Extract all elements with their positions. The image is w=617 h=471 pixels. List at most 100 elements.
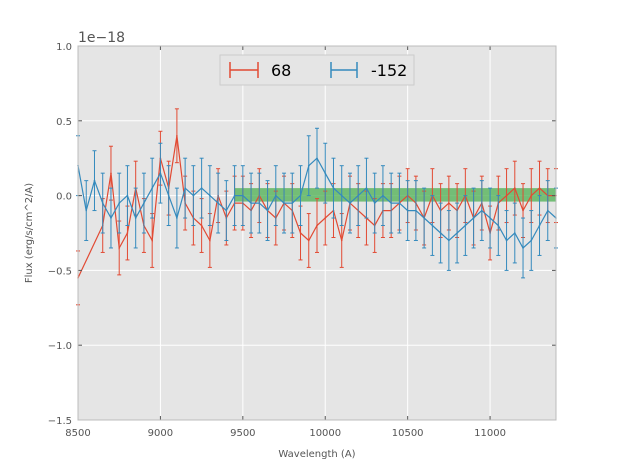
data-point bbox=[513, 187, 516, 189]
y-axis-label: Flux (erg/s/cm^2/A) bbox=[24, 183, 35, 283]
y-tick-label: 1.0 bbox=[56, 42, 72, 53]
offset-label: 1e−18 bbox=[78, 30, 125, 46]
data-point bbox=[217, 202, 219, 204]
band-layer bbox=[234, 188, 556, 202]
x-tick-label: 9500 bbox=[230, 428, 255, 439]
data-point bbox=[159, 172, 162, 174]
data-point bbox=[93, 179, 96, 182]
legend-item-series-1: 68 bbox=[229, 61, 291, 80]
legend-item-series-2: -152 bbox=[330, 61, 407, 80]
data-point bbox=[200, 187, 203, 189]
data-point bbox=[200, 224, 203, 227]
data-point bbox=[307, 164, 310, 167]
axes-layer: 8500 9000 9500 10000 10500 11000 1.0 0.5 0.0 −0.5… bbox=[48, 42, 557, 439]
data-point bbox=[110, 172, 112, 174]
data-point bbox=[530, 239, 533, 242]
legend: 68 -152 bbox=[219, 54, 415, 86]
data-point bbox=[126, 194, 129, 197]
data-point bbox=[266, 209, 269, 212]
data-point bbox=[233, 194, 236, 197]
y-tick-label: −0.5 bbox=[48, 266, 72, 277]
x-tick-label: 9000 bbox=[148, 428, 173, 439]
data-point bbox=[505, 239, 508, 242]
data-point bbox=[472, 217, 475, 219]
data-point bbox=[118, 247, 121, 249]
data-point bbox=[192, 194, 195, 197]
data-point bbox=[324, 172, 327, 174]
data-point bbox=[126, 232, 129, 234]
data-point bbox=[406, 209, 409, 212]
data-point bbox=[274, 194, 277, 197]
data-point bbox=[209, 194, 211, 197]
data-point bbox=[530, 194, 533, 197]
y-tick-label: 0.5 bbox=[56, 117, 72, 128]
data-point bbox=[340, 239, 343, 242]
data-point bbox=[167, 194, 170, 197]
data-point bbox=[151, 239, 153, 242]
legend-label-series-2: -152 bbox=[371, 61, 407, 80]
plot-frame bbox=[77, 45, 557, 421]
data-point bbox=[415, 209, 417, 212]
x-tick-label: 8500 bbox=[65, 428, 90, 439]
data-point bbox=[209, 239, 211, 242]
data-point bbox=[250, 202, 252, 204]
series-2 bbox=[76, 127, 558, 279]
x-tick-label: 11000 bbox=[474, 428, 506, 439]
data-point bbox=[448, 239, 450, 242]
y-tick-label: −1.5 bbox=[48, 416, 72, 427]
data-point bbox=[439, 232, 442, 234]
data-point bbox=[110, 217, 112, 219]
data-point bbox=[118, 202, 121, 204]
data-point bbox=[464, 224, 467, 227]
data-point bbox=[538, 224, 541, 227]
data-point bbox=[431, 224, 434, 227]
data-point bbox=[176, 217, 178, 219]
data-point bbox=[316, 157, 318, 159]
data-point bbox=[184, 187, 186, 189]
data-point bbox=[357, 194, 360, 197]
data-point bbox=[382, 194, 384, 197]
data-point bbox=[225, 209, 228, 212]
data-point bbox=[176, 134, 178, 137]
data-point bbox=[340, 194, 343, 197]
data-point bbox=[299, 232, 302, 234]
data-point bbox=[85, 209, 88, 212]
data-point bbox=[242, 194, 244, 197]
data-point bbox=[101, 202, 104, 204]
data-point bbox=[299, 194, 302, 197]
data-point bbox=[390, 202, 392, 204]
data-point bbox=[316, 224, 318, 227]
grid-lines bbox=[77, 45, 556, 421]
data-point bbox=[513, 232, 516, 234]
data-point bbox=[497, 224, 500, 227]
data-point bbox=[456, 232, 458, 234]
x-tick-label: 10500 bbox=[392, 428, 424, 439]
data-point bbox=[349, 202, 351, 204]
shaded-band bbox=[234, 188, 556, 202]
data-point bbox=[423, 217, 425, 219]
data-point bbox=[522, 247, 524, 249]
x-axis-label: Wavelength (A) bbox=[278, 449, 355, 460]
legend-label-series-1: 68 bbox=[271, 61, 291, 80]
data-point bbox=[258, 202, 261, 204]
data-point bbox=[324, 217, 327, 219]
data-point bbox=[505, 194, 508, 197]
data-point bbox=[398, 202, 401, 204]
y-tick-label: −1.0 bbox=[48, 341, 72, 352]
data-point bbox=[291, 202, 294, 204]
data-point bbox=[522, 209, 524, 212]
data-point bbox=[448, 202, 450, 204]
data-point bbox=[489, 217, 491, 219]
data-point bbox=[546, 209, 549, 212]
data-point bbox=[538, 187, 541, 189]
data-point bbox=[134, 217, 137, 219]
data-point bbox=[151, 187, 153, 189]
data-point bbox=[307, 239, 310, 242]
data-point bbox=[373, 202, 376, 204]
data-point bbox=[481, 209, 483, 212]
data-point bbox=[365, 187, 368, 189]
data-point bbox=[332, 187, 335, 189]
y-tick-label: 0.0 bbox=[56, 192, 72, 203]
series-layer bbox=[76, 108, 558, 306]
